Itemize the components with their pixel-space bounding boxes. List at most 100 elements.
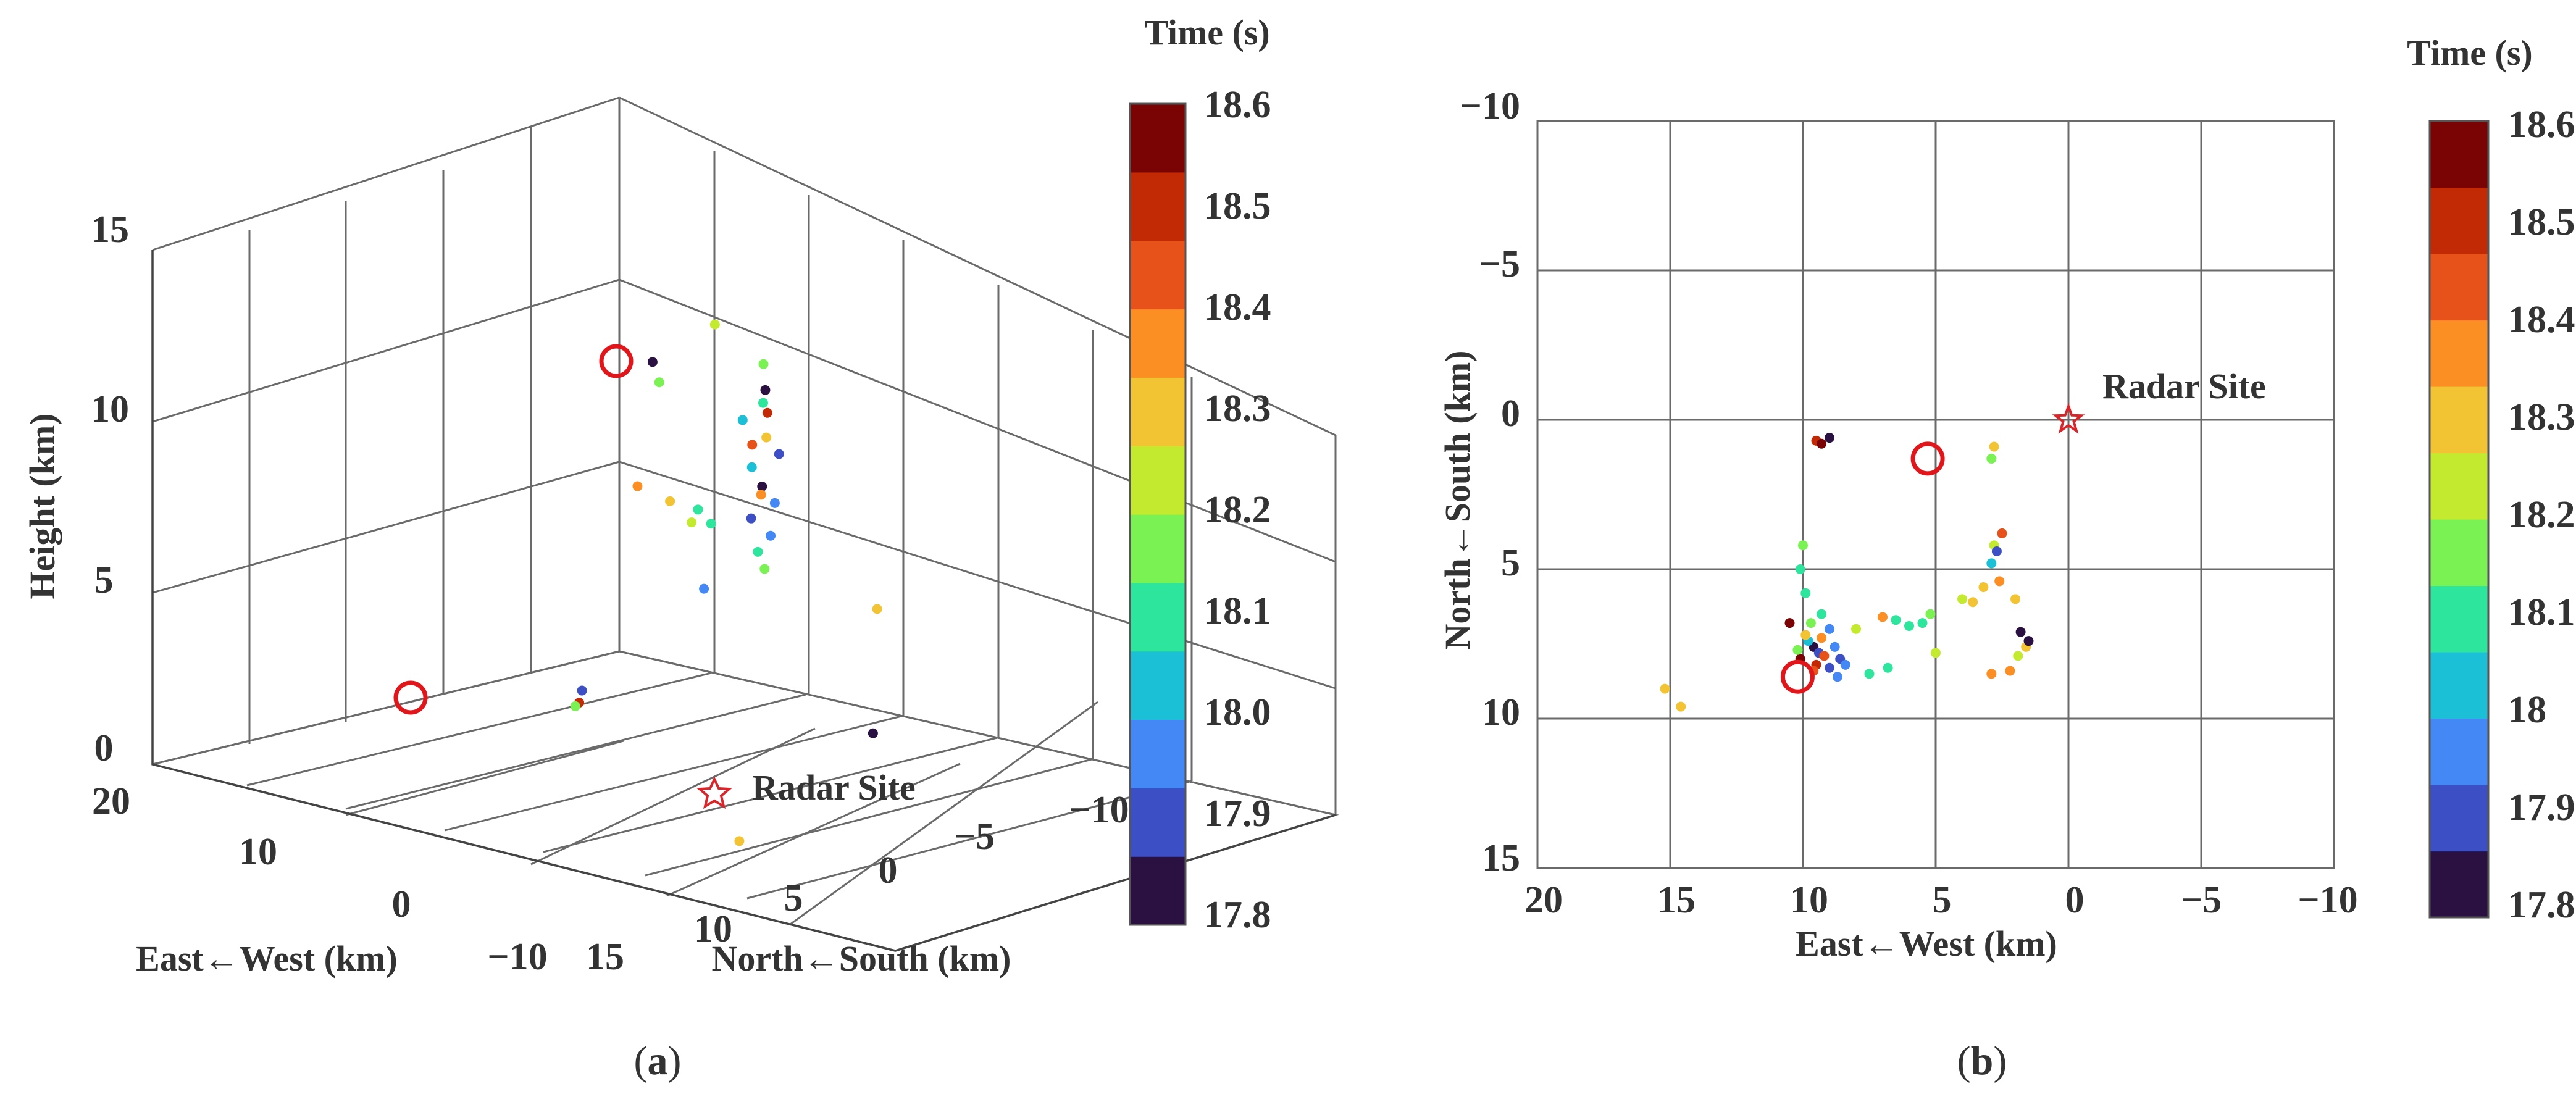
panel-b-x-ticks: 20 15 10 5 0 −5 −10 — [1524, 879, 2358, 921]
x-tick-label: 10 — [1790, 879, 1828, 921]
panel-b-markers — [1780, 403, 2085, 694]
data-point — [734, 836, 745, 846]
data-point — [687, 517, 697, 528]
y-tick-label: 10 — [694, 908, 732, 950]
data-point — [759, 564, 770, 574]
colorbar-swatch — [1130, 514, 1186, 583]
colorbar-tick-label: 18.4 — [1204, 286, 1271, 328]
caption-letter: a — [648, 1038, 668, 1084]
data-point — [737, 415, 748, 425]
x-tick-label: −10 — [487, 936, 547, 978]
y-tick-label: 0 — [1501, 393, 1520, 435]
x-axis-label: East←West (km) — [1796, 924, 2057, 964]
y-axis-label: North←South (km) — [1437, 351, 1478, 650]
colorbar-swatch — [1130, 377, 1186, 446]
data-point — [1825, 662, 1834, 673]
z-tick-label: 5 — [94, 559, 114, 601]
data-point — [1676, 701, 1686, 712]
x-tick-label: 0 — [2065, 879, 2085, 921]
caption-letter: b — [1971, 1038, 1994, 1084]
colorbar-frame — [2428, 120, 2490, 919]
data-point — [1957, 594, 1967, 604]
data-point — [1978, 582, 1989, 593]
y-tick-label: −5 — [1479, 243, 1520, 285]
colorbar-swatch — [1130, 651, 1186, 720]
colorbar-tick-label: 18.6 — [2508, 104, 2575, 146]
data-point — [872, 604, 882, 614]
data-point — [1891, 615, 1901, 625]
x-tick-label: 10 — [239, 831, 277, 873]
red-circle-marker — [1780, 659, 1815, 694]
y-tick-label: 15 — [1482, 837, 1520, 879]
data-point — [2013, 651, 2023, 661]
colorbar-swatch — [1130, 719, 1186, 788]
y-tick-label: 10 — [1482, 691, 1520, 733]
data-point — [2023, 636, 2034, 646]
panel-b-colorbar — [2428, 120, 2490, 919]
panel-b-grid — [1536, 120, 2335, 869]
x-tick-label: 20 — [92, 780, 130, 822]
data-point — [1792, 645, 1803, 655]
data-point — [699, 583, 709, 594]
panel-a-3d-scatter: 0 5 10 15 20 10 0 −10 15 10 5 0 −5 −10 H… — [22, 12, 1339, 979]
data-point — [1878, 612, 1888, 622]
colorbar-swatch — [1130, 788, 1186, 857]
panel-a-grid — [151, 96, 1339, 952]
y-tick-label: 15 — [586, 936, 624, 978]
colorbar-tick-label: 18.3 — [1204, 388, 1271, 430]
data-point — [1805, 618, 1816, 628]
data-point — [693, 504, 703, 515]
data-point — [1986, 558, 1997, 569]
data-point — [1904, 620, 1914, 631]
data-point — [1851, 624, 1861, 634]
colorbar-swatch — [2430, 652, 2488, 719]
data-point — [1994, 576, 2005, 587]
data-point — [1986, 669, 1997, 679]
red-circle-marker — [1910, 441, 1945, 476]
data-point — [774, 449, 784, 459]
x-tick-label: 0 — [392, 883, 411, 925]
colorbar-swatch — [2430, 519, 2488, 587]
data-point — [1825, 624, 1834, 634]
colorbar-tick-label: 18 — [2508, 689, 2546, 731]
colorbar-swatch — [2430, 851, 2488, 918]
panel-b-y-ticks: −10 −5 0 5 10 15 — [1460, 85, 1520, 879]
z-axis-label: Height (km) — [22, 413, 62, 599]
panel-b-points — [1660, 433, 2034, 712]
panel-a-x-ticks: 20 10 0 −10 — [92, 780, 548, 978]
y-axis-label: North←South (km) — [712, 938, 1011, 979]
colorbar-title: Time (s) — [1144, 12, 1270, 52]
data-point — [1800, 588, 1811, 598]
y-tick-label: 5 — [784, 877, 803, 919]
data-point — [647, 357, 658, 367]
data-point — [2015, 627, 2026, 637]
data-point — [1883, 662, 1893, 673]
data-point — [757, 481, 767, 491]
data-point — [1968, 597, 1978, 608]
panel-caption-b: (b) — [1957, 1038, 2007, 1084]
panel-caption-a: (a) — [634, 1038, 682, 1084]
x-tick-label: −10 — [2298, 879, 2357, 921]
data-point — [766, 530, 776, 541]
colorbar-tick-label: 17.9 — [2508, 787, 2575, 829]
data-point — [654, 377, 664, 388]
data-point — [761, 432, 772, 443]
colorbar-swatch — [2430, 386, 2488, 454]
colorbar-swatch — [1130, 856, 1186, 925]
colorbar-tick-label: 18.2 — [2508, 494, 2575, 536]
z-tick-label: 10 — [91, 388, 129, 430]
data-point — [1840, 659, 1850, 670]
data-point — [746, 462, 757, 472]
data-point — [1989, 441, 1999, 452]
y-tick-label: −10 — [1069, 789, 1129, 831]
colorbar-tick-label: 18.4 — [2508, 299, 2575, 341]
colorbar-swatch — [1130, 104, 1186, 173]
radar-site-label: Radar Site — [2102, 366, 2266, 406]
data-point — [1825, 433, 1834, 443]
colorbar-tick-label: 17.9 — [1204, 793, 1271, 835]
data-point — [746, 513, 756, 524]
svg-text:(a): (a) — [634, 1038, 682, 1084]
radar-site-label: Radar Site — [752, 767, 916, 808]
colorbar-tick-label: 18.5 — [2508, 201, 2575, 243]
data-point — [1832, 672, 1842, 682]
